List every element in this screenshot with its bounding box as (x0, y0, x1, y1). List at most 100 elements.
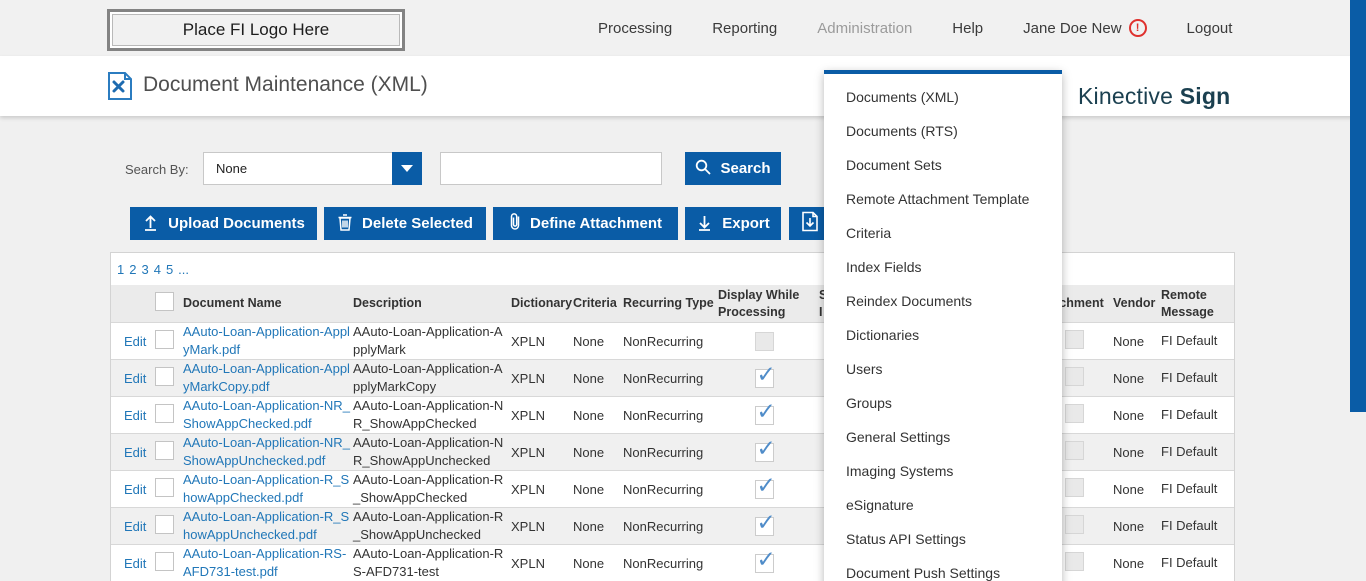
nav-logout[interactable]: Logout (1186, 19, 1233, 37)
attachment-checkbox (1065, 552, 1084, 571)
exclamation-circle-icon: ! (1128, 19, 1147, 37)
row-checkbox[interactable] (155, 404, 174, 423)
menu-item-imaging-systems[interactable]: Imaging Systems (846, 463, 954, 479)
table-row: Edit AAuto-Loan-Application-R_ShowAppUnc… (111, 507, 1234, 544)
recurring-type-cell: NonRecurring (623, 444, 704, 460)
description-cell: AAuto-Loan-Application-RS-AFD731-test (353, 546, 504, 579)
edit-link[interactable]: Edit (124, 518, 147, 534)
page-link-2[interactable]: 2 (129, 261, 137, 277)
document-tools-icon (107, 72, 133, 105)
edit-link[interactable]: Edit (124, 555, 147, 571)
description-cell: AAuto-Loan-Application-R_ShowAppUnchecke… (353, 509, 504, 542)
criteria-cell: None (573, 481, 605, 497)
upload-documents-button[interactable]: Upload Documents (130, 207, 317, 240)
row-checkbox[interactable] (155, 330, 174, 349)
menu-item-groups[interactable]: Groups (846, 395, 892, 411)
criteria-cell: None (573, 555, 605, 571)
display-while-processing-checkbox (754, 435, 776, 462)
trash-icon (337, 213, 353, 235)
table-header-row: Document Name Description Dictionary Cri… (111, 285, 1234, 322)
page-link-4[interactable]: 4 (153, 261, 161, 277)
menu-item-index-fields[interactable]: Index Fields (846, 259, 922, 275)
criteria-cell: None (573, 333, 605, 349)
document-name-link[interactable]: AAuto-Loan-Application-R_ShowAppChecked.… (183, 472, 350, 505)
delete-selected-button[interactable]: Delete Selected (324, 207, 486, 240)
document-name-link[interactable]: AAuto-Loan-Application-ApplyMarkCopy.pdf (183, 361, 350, 394)
menu-item-reindex-documents[interactable]: Reindex Documents (846, 293, 973, 309)
fi-logo-placeholder: Place FI Logo Here (107, 9, 405, 51)
edit-link[interactable]: Edit (124, 333, 147, 349)
display-while-processing-checkbox (754, 398, 776, 425)
display-while-processing-checkbox (754, 361, 776, 388)
dictionary-cell: XPLN (511, 518, 545, 534)
document-name-link[interactable]: AAuto-Loan-Application-RS-AFD731-test.pd… (183, 546, 347, 579)
recurring-type-header: Recurring Type (623, 296, 714, 311)
attachment-checkbox (1065, 367, 1084, 386)
dictionary-cell: XPLN (511, 333, 545, 349)
paperclip-icon (509, 212, 521, 235)
document-name-link[interactable]: AAuto-Loan-Application-NR_ShowAppUncheck… (183, 435, 350, 468)
row-checkbox[interactable] (155, 441, 174, 460)
search-button[interactable]: Search (685, 152, 781, 185)
edit-link[interactable]: Edit (124, 481, 147, 497)
menu-item-document-sets[interactable]: Document Sets (846, 157, 942, 173)
nav-help[interactable]: Help (952, 19, 984, 37)
display-while-processing-checkbox (754, 509, 776, 536)
search-by-select[interactable]: None (203, 152, 422, 185)
dictionary-cell: XPLN (511, 407, 545, 423)
pagination: 1 2 3 4 5 ... (111, 253, 1234, 285)
document-download-icon (801, 211, 819, 236)
page-title: Document Maintenance (XML) (143, 73, 428, 96)
table-row: Edit AAuto-Loan-Application-R_ShowAppChe… (111, 470, 1234, 507)
menu-item-document-push-settings[interactable]: Document Push Settings (846, 565, 1001, 581)
menu-item-criteria[interactable]: Criteria (846, 225, 892, 241)
menu-item-dictionaries[interactable]: Dictionaries (846, 327, 920, 343)
user-name: Jane Doe New (1023, 19, 1122, 37)
export-button[interactable]: Export (685, 207, 781, 240)
vendor-cell: None (1113, 407, 1145, 423)
row-checkbox[interactable] (155, 552, 174, 571)
nav-processing[interactable]: Processing (598, 19, 673, 37)
row-checkbox[interactable] (155, 478, 174, 497)
recurring-type-cell: NonRecurring (623, 555, 704, 571)
remote-message-header: Remote Message (1161, 288, 1214, 319)
edit-link[interactable]: Edit (124, 407, 147, 423)
row-checkbox[interactable] (155, 367, 174, 386)
remote-message-cell: FI Default (1161, 554, 1218, 570)
menu-item-general-settings[interactable]: General Settings (846, 429, 951, 445)
menu-item-esignature[interactable]: eSignature (846, 497, 914, 513)
table-row: Edit AAuto-Loan-Application-ApplyMarkCop… (111, 359, 1234, 396)
vendor-cell: None (1113, 555, 1145, 571)
define-attachment-button[interactable]: Define Attachment (493, 207, 678, 240)
vertical-scrollbar[interactable] (1350, 0, 1366, 412)
description-cell: AAuto-Loan-Application-NR_ShowAppChecked (353, 398, 504, 431)
document-name-link[interactable]: AAuto-Loan-Application-NR_ShowAppChecked… (183, 398, 350, 431)
menu-item-documents-xml[interactable]: Documents (XML) (846, 89, 959, 105)
page-link-3[interactable]: 3 (141, 261, 149, 277)
menu-item-remote-attachment-template[interactable]: Remote Attachment Template (846, 191, 1030, 207)
recurring-type-cell: NonRecurring (623, 407, 704, 423)
page-link-1[interactable]: 1 (117, 261, 125, 277)
covered-column-header: S I (819, 288, 827, 319)
remote-message-cell: FI Default (1161, 369, 1218, 385)
select-all-checkbox[interactable] (155, 291, 174, 311)
page-link-more[interactable]: ... (178, 261, 190, 277)
document-name-link[interactable]: AAuto-Loan-Application-R_ShowAppUnchecke… (183, 509, 350, 542)
menu-item-users[interactable]: Users (846, 361, 883, 377)
edit-link[interactable]: Edit (124, 444, 147, 460)
menu-item-status-api-settings[interactable]: Status API Settings (846, 531, 966, 547)
row-checkbox[interactable] (155, 515, 174, 534)
nav-user[interactable]: Jane Doe New ! (1023, 19, 1147, 37)
edit-link[interactable]: Edit (124, 370, 147, 386)
nav-administration[interactable]: Administration (817, 19, 913, 37)
caret-down-icon[interactable] (392, 152, 422, 185)
document-name-link[interactable]: AAuto-Loan-Application-ApplyMark.pdf (183, 324, 350, 357)
nav-reporting[interactable]: Reporting (712, 19, 778, 37)
search-input[interactable] (440, 152, 662, 185)
arrow-up-icon (142, 213, 159, 235)
recurring-type-cell: NonRecurring (623, 370, 704, 386)
menu-item-documents-rts[interactable]: Documents (RTS) (846, 123, 958, 139)
table-row: Edit AAuto-Loan-Application-ApplyMark.pd… (111, 322, 1234, 359)
recurring-type-cell: NonRecurring (623, 333, 704, 349)
page-link-5[interactable]: 5 (165, 261, 174, 277)
